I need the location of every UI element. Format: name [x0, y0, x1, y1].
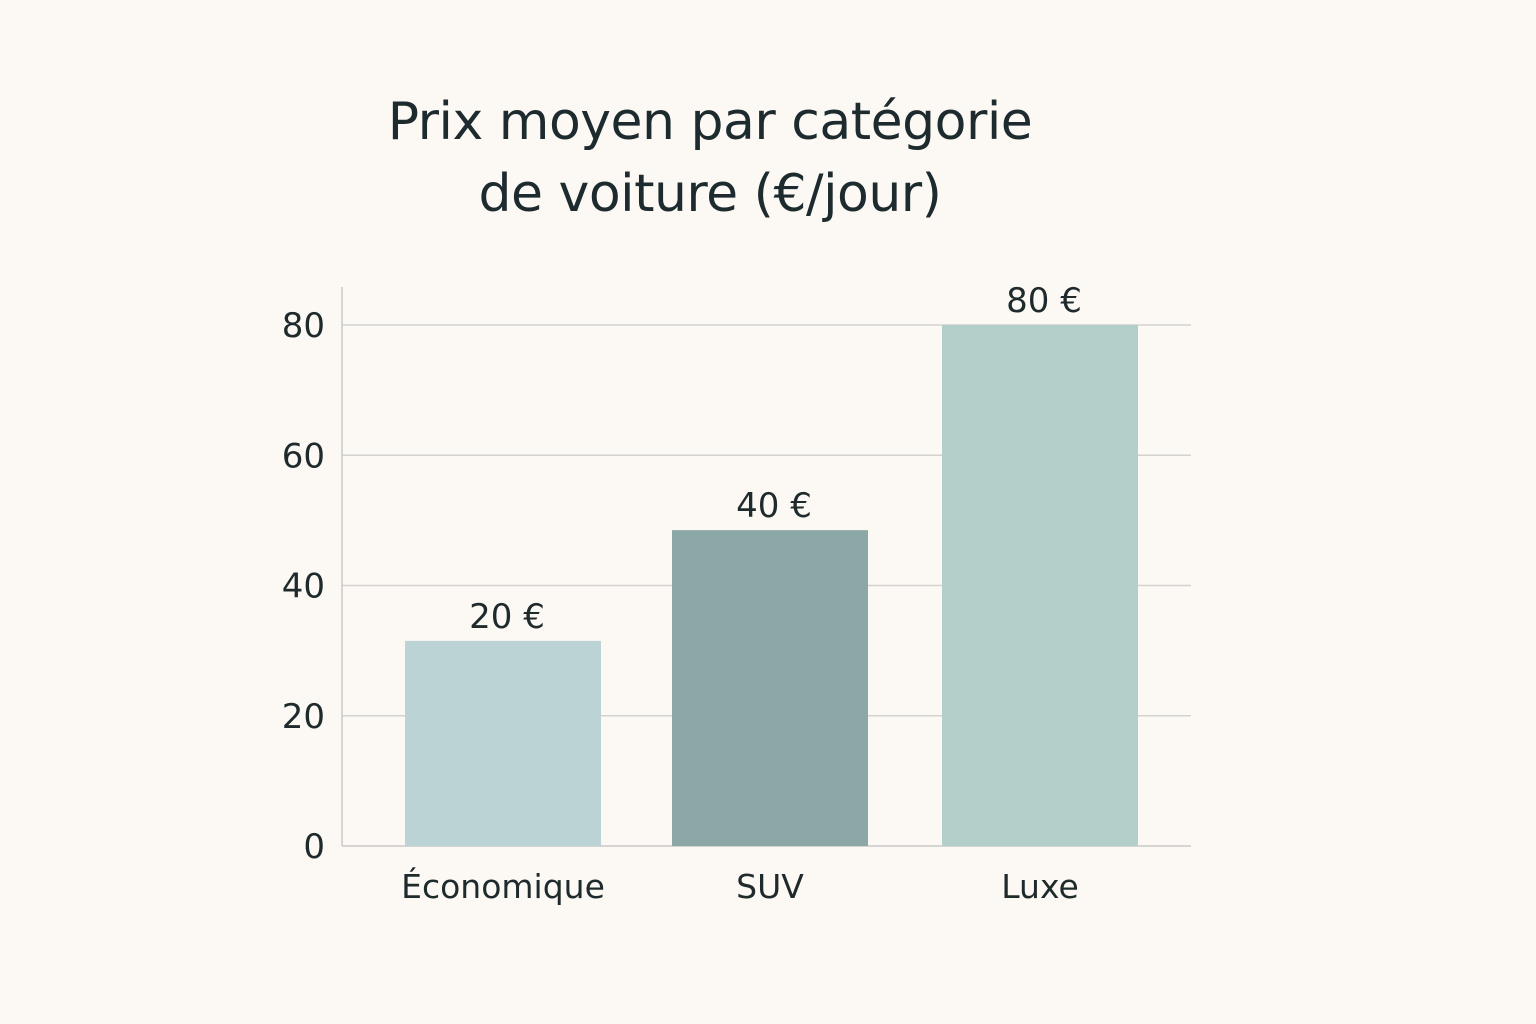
- chart-title: Prix moyen par catégorie de voiture (€/j…: [300, 86, 1120, 230]
- chart-title-line-1: Prix moyen par catégorie: [387, 92, 1033, 152]
- value-labels: 20 € 40 € 80 €: [469, 281, 1082, 637]
- y-tick-label-40: 40: [282, 567, 325, 607]
- x-tick-labels: Économique SUV Luxe: [401, 866, 1079, 906]
- x-tick-label-1: SUV: [736, 867, 804, 906]
- y-tick-labels: 0 20 40 60 80: [282, 306, 325, 867]
- bar-1: [672, 530, 868, 846]
- bar-0: [405, 640, 601, 846]
- x-tick-label-2: Luxe: [1001, 867, 1079, 906]
- bars: [405, 325, 1138, 846]
- bar-value-label-1: 40 €: [736, 486, 812, 526]
- y-tick-label-20: 20: [282, 697, 325, 737]
- y-tick-label-60: 60: [282, 436, 325, 476]
- x-tick-label-0: Économique: [401, 866, 605, 906]
- chart-title-line-2: de voiture (€/jour): [478, 164, 942, 224]
- bar-2: [942, 325, 1138, 846]
- y-tick-label-80: 80: [282, 306, 325, 346]
- y-tick-label-0: 0: [303, 827, 325, 867]
- bar-value-label-0: 20 €: [469, 597, 545, 637]
- bar-value-label-2: 80 €: [1006, 281, 1082, 321]
